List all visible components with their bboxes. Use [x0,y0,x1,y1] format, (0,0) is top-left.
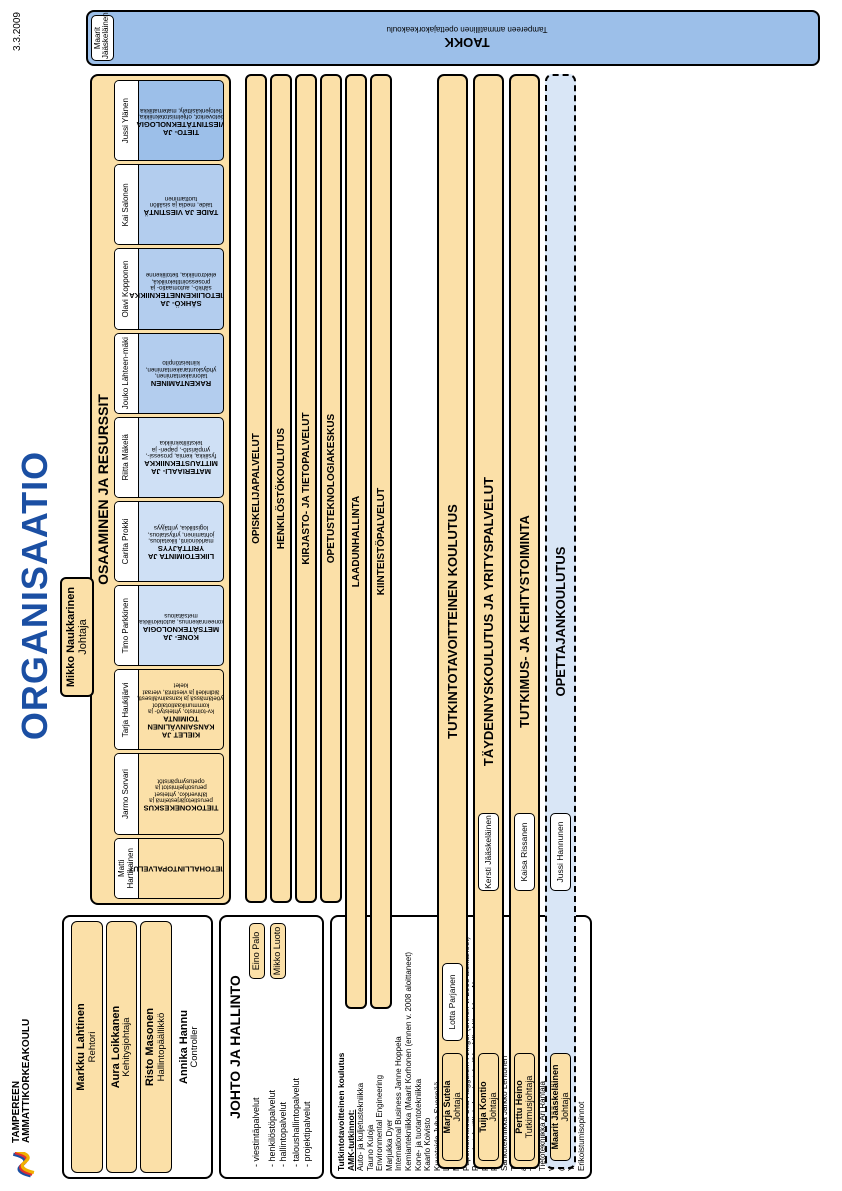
leader-role: Controller [190,927,201,1167]
dept-label: LIIKETOIMINTA JA YRITTÄJYYSmarkkinointi,… [135,523,224,559]
program-assistant: Kersti Jääskeläinen [478,813,499,891]
dept-body: TAIDE JA VIESTINTÄtaide, media ja sisäll… [139,165,223,244]
osaaminen-title: OSAAMINEN JA RESURSSIT [95,80,114,899]
dept-body: TIETOHALLINTOPALVELUT [139,839,223,898]
dept-label: SÄHKÖ- JA TIETOLIIKENNETEKNIIKKAsähkö-, … [135,271,224,307]
dept-body: RAKENTAMINENtalonrakentaminen, yhdyskunt… [139,334,223,413]
director-role: Johtaja [77,582,89,692]
dept-box: Kai SalonenTAIDE JA VIESTINTÄtaide, medi… [114,164,224,245]
program-label: OPETTAJANKOULUTUS [553,76,568,1167]
taokk-body: TAOKK Tampereen ammatillinen opettajakor… [117,12,818,64]
dept-label: TIETO- JA VIESTINTÄTEKNOLOGIAtietoverkot… [135,106,224,136]
dept-box: Timo ParkkinenKONE- JA METSÄTEKNOLOGIAko… [114,585,224,666]
program-leader: Maarit JääskeläinenJohtaja [550,1053,571,1161]
dept-box: Olavi KopponenSÄHKÖ- JA TIETOLIIKENNETEK… [114,248,224,329]
leader-box: Markku LahtinenRehtori [71,921,103,1173]
dept-label: TIETOKONEKESKUSperustietojärjestelmä ja … [135,777,224,812]
program-item: International Business Janne Hoppela [394,923,404,1171]
leader-name: Risto Masonen [144,928,157,1166]
service-bar: LAADUNHALLINTA [345,74,367,1009]
main-area: Markku LahtinenRehtoriAura LoikkanenKehi… [62,12,830,1179]
leader-box: Annika HannuController [175,921,205,1173]
leader-box: Aura LoikkanenKehitysjohtaja [106,921,138,1173]
leader-role: Kehitysjohtaja [122,928,133,1166]
dept-body: TIETOKONEKESKUSperustietojärjestelmä ja … [139,754,223,833]
service-bar: OPISKELIJAPALVELUT [245,74,267,903]
taokk-leader: Maarit Jääskeläinen [91,15,114,61]
dept-label: KONE- JA METSÄTEKNOLOGIAkoneenrakennus, … [135,611,224,641]
dept-body: KIELET JA KANSAINVÄLINEN TOIMINTAkv-toim… [139,670,223,749]
page-title: ORGANISAATIO [14,0,56,1191]
program-assistant: Jussi Hannunen [550,813,571,891]
leader-name: Markku Lahtinen [75,928,88,1166]
leader-box: Risto MasonenHallintopäällikkö [140,921,172,1173]
taokk-sub: Tampereen ammatillinen opettajakorkeakou… [387,25,548,34]
right-inner: Mikko Naukkarinen Johtaja OSAAMINEN JA R… [62,74,830,905]
program-assistant: Kaisa Rissanen [514,813,535,891]
dept-box: Riitta MäkeläMATERIAALI- JA MITTAUSTEKNI… [114,417,224,498]
dept-label: MATERIAALI- JA MITTAUSTEKNIIKKAfysiikka,… [135,439,224,475]
service-bar: KIINTEISTÖPALVELUT [370,74,392,1009]
dept-box: Jouko Lähteen-mäkiRAKENTAMINENtalonraken… [114,333,224,414]
leader-role: Hallintopäällikkö [157,928,168,1166]
leader-role: Rehtori [88,928,99,1166]
dept-body: KONE- JA METSÄTEKNOLOGIAkoneenrakennus, … [139,586,223,665]
dept-box: Jussi YlänenTIETO- JA VIESTINTÄTEKNOLOGI… [114,80,224,161]
program-item: Kone- ja tuotantotekniikka [414,923,424,1171]
director-box: Mikko Naukkarinen Johtaja [60,577,94,697]
program-bar: Tuija KontioJohtaja Kersti JääskeläinenTÄ… [473,74,504,1169]
taokk-title: TAOKK [445,35,490,50]
program-label: TÄYDENNYSKOULUTUS JA YRITYSPALVELUT [481,76,496,1167]
dept-box: Matti HartikainenTIETOHALLINTOPALVELUT [114,838,224,899]
hprograms-block: Marja SutelaJohtajaLotta ParjanenTUTKINT… [432,74,581,1169]
program-leader: Perttu HeinoTutkimusjohtaja [514,1053,535,1161]
right-column: Maarit Jääskeläinen TAOKK Tampereen amma… [62,12,830,905]
dept-box: Jarmo SorvariTIETOKONEKESKUSperustietojä… [114,753,224,834]
service-bar: KIRJASTO- JA TIETOPALVELUT [295,74,317,903]
dept-label: TAIDE JA VIESTINTÄtaide, media ja sisäll… [135,194,224,216]
program-leader: Tuija KontioJohtaja [478,1053,499,1161]
dept-label: TIETOHALLINTOPALVELUT [135,864,224,873]
director-name: Mikko Naukkarinen [65,582,77,692]
services-block: OPISKELIJAPALVELUTHENKILÖSTÖKOULUTUSKIRJ… [242,74,395,1167]
service-bar: OPETUSTEKNOLOGIAKESKUS [320,74,342,903]
dept-body: SÄHKÖ- JA TIETOLIIKENNETEKNIIKKAsähkö-, … [139,249,223,328]
dept-row: Matti HartikainenTIETOHALLINTOPALVELUTJa… [114,80,224,899]
dept-box: Carita ProkkiLIIKETOIMINTA JA YRITTÄJYYS… [114,501,224,582]
dept-body: MATERIAALI- JA MITTAUSTEKNIIKKAfysiikka,… [139,418,223,497]
program-bar: Marja SutelaJohtajaLotta ParjanenTUTKINT… [437,74,468,1169]
dept-body: LIIKETOIMINTA JA YRITTÄJYYSmarkkinointi,… [139,502,223,581]
program-assistant: Lotta Parjanen [442,963,463,1041]
dept-body: TIETO- JA VIESTINTÄTEKNOLOGIAtietoverkot… [139,81,223,160]
program-leader: Marja SutelaJohtaja [442,1053,463,1161]
program-item: Kemiantekniikka (Maarit Korhonen (ennen … [404,923,414,1171]
program-label: TUTKIMUS- JA KEHITYSTOIMINTA [517,76,532,1167]
program-bar: Perttu HeinoTutkimusjohtaja Kaisa Rissane… [509,74,540,1169]
dept-label: KIELET JA KANSAINVÄLINEN TOIMINTAkv-toim… [135,681,224,738]
leaders-panel: Markku LahtinenRehtoriAura LoikkanenKehi… [62,915,213,1179]
dept-box: Tarja HaukijärviKIELET JA KANSAINVÄLINEN… [114,669,224,750]
service-bar: HENKILÖSTÖKOULUTUS [270,74,292,903]
program-bar: Maarit JääskeläinenJohtaja Jussi Hannunen… [545,74,576,1169]
dept-label: RAKENTAMINENtalonrakentaminen, yhdyskunt… [135,359,224,387]
taokk-bar: Maarit Jääskeläinen TAOKK Tampereen amma… [86,10,820,66]
osaaminen-panel: OSAAMINEN JA RESURSSIT Matti Hartikainen… [90,74,231,905]
